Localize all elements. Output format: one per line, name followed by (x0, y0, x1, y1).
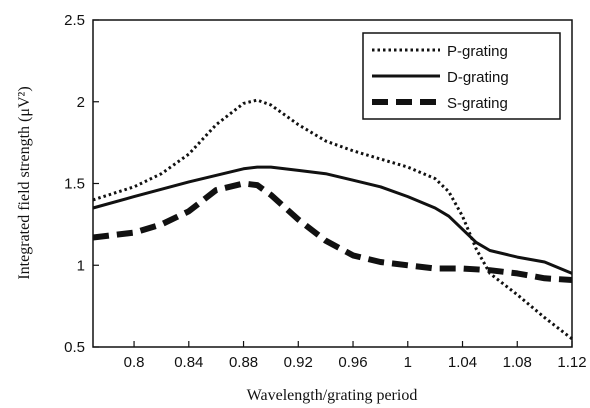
x-tick-label: 0.96 (338, 354, 367, 371)
x-tick-label: 1.08 (503, 354, 532, 371)
series-layer (92, 98, 573, 340)
y-axis-title: Integrated field strength (μV²) (16, 86, 33, 279)
y-tick-label: 2.5 (64, 12, 85, 29)
x-tick-label: 0.84 (174, 354, 203, 371)
series-line-s-grating (92, 180, 573, 283)
y-tick-label: 2 (77, 94, 85, 111)
y-tick-label: 1 (77, 257, 85, 274)
y-tick-label: 0.5 (64, 339, 85, 356)
x-tick-label: 0.92 (284, 354, 313, 371)
x-axis-title: Wavelength/grating period (247, 387, 418, 404)
y-axis: 0.5 1 1.5 2 2.5 (64, 12, 99, 356)
legend-label: S-grating (447, 95, 508, 112)
legend: P-grating D-grating S-grating (362, 32, 561, 120)
legend-label: P-grating (447, 43, 508, 60)
series-line-d-grating (92, 165, 573, 275)
x-tick-label: 1.12 (557, 354, 586, 371)
x-tick-label: 1.04 (448, 354, 477, 371)
x-axis: 0.8 0.84 0.88 0.92 0.96 1 1.04 1.08 1.12 (124, 341, 587, 371)
legend-label: D-grating (447, 69, 509, 86)
x-tick-label: 0.88 (229, 354, 258, 371)
x-tick-label: 0.8 (124, 354, 145, 371)
y-tick-label: 1.5 (64, 176, 85, 193)
x-tick-label: 1 (404, 354, 412, 371)
